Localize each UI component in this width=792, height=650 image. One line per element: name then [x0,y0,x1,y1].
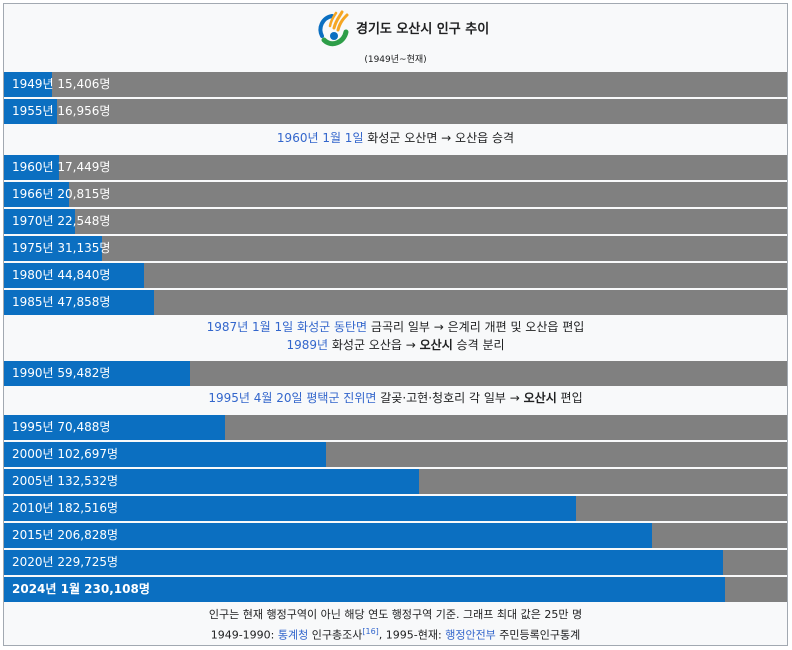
bar-row: 2020년 229,725명 [4,550,787,575]
bar-row: 1960년 17,449명 [4,155,787,180]
bar-row: 1995년 70,488명 [4,415,787,440]
note-1995-place-link[interactable]: 평택군 진위면 [306,391,377,405]
bar [4,99,57,124]
bar [4,155,59,180]
chart-title: 경기도 오산시 인구 추이 [356,22,490,37]
note-1960: 1960년 1월 1일 화성군 오산면 → 오산읍 승격 [4,129,787,147]
note-1960-date-link[interactable]: 1960년 1월 1일 [276,131,364,145]
population-chart-frame: 경기도 오산시 인구 추이 (1949년~현재) 1949년 15,406명 19… [3,3,788,646]
footer-text-d: 주민등록인구통계 [495,628,581,642]
bar [4,209,75,234]
bar-label: 1955년 16,956명 [12,104,111,118]
bar-row: 1970년 22,548명 [4,209,787,234]
note-1989: 1989년 화성군 오산읍 → 오산시 승격 분리 [4,336,787,354]
note-1989-year-link[interactable]: 1989년 [286,338,329,352]
footer-link-mois[interactable]: 행정안전부 [445,628,496,642]
note-1989-text-a: 화성군 오산읍 → [328,338,420,352]
bar [4,72,52,97]
chart-footer: 인구는 현재 행정구역이 아닌 해당 연도 행정구역 기준. 그래프 최대 값은… [4,606,787,644]
bar-label: 1975년 31,135명 [12,241,111,255]
bar [4,182,69,207]
footer-text-a: 1949-1990: [210,628,278,642]
bar-row: 2010년 182,516명 [4,496,787,521]
bar-label: 1985년 47,858명 [12,295,111,309]
bar-row: 2005년 132,532명 [4,469,787,494]
bar-row: 1985년 47,858명 [4,290,787,315]
bar-row: 1980년 44,840명 [4,263,787,288]
note-1989-bold: 오산시 [419,338,453,352]
bar-row: 1975년 31,135명 [4,236,787,261]
bar [4,550,723,575]
note-1987: 1987년 1월 1일 화성군 동탄면 금곡리 일부 → 은계리 개편 및 오산… [4,318,787,336]
footer-line-1: 인구는 현재 행정구역이 아닌 해당 연도 행정구역 기준. 그래프 최대 값은… [208,608,583,621]
bar-label: 2005년 132,532명 [12,474,119,488]
footer-link-kostat[interactable]: 통계청 [277,628,309,642]
bar-row: 1949년 15,406명 [4,72,787,97]
note-1987-date-link[interactable]: 1987년 1월 1일 [206,320,294,334]
bar [4,415,225,440]
footer-text-c: , 1995-현재: [378,628,446,642]
bar-label: 1966년 20,815명 [12,187,111,201]
footer-reference-link[interactable]: [16] [362,627,379,636]
note-1960-text: 화성군 오산면 → 오산읍 승격 [363,131,515,145]
footer-text-b: 인구총조사 [308,628,363,642]
bar-row: 2024년 1월 230,108명 [4,577,787,602]
bar [4,469,419,494]
bar-label: 1980년 44,840명 [12,268,111,282]
osan-city-logo-icon [318,10,349,47]
bar-row: 1955년 16,956명 [4,99,787,124]
note-1995: 1995년 4월 20일 평택군 진위면 갈곶·고현·청호리 각 일부 → 오산… [4,389,787,407]
bar [4,236,102,261]
bar-label: 1995년 70,488명 [12,420,111,434]
note-1995-date-link[interactable]: 1995년 4월 20일 [208,391,303,405]
bar [4,496,576,521]
chart-header: 경기도 오산시 인구 추이 (1949년~현재) [4,4,787,70]
bar-label: 1949년 15,406명 [12,77,111,91]
bar-label: 1960년 17,449명 [12,160,111,174]
bar [4,577,725,602]
note-1995-text-a: 갈곶·고현·청호리 각 일부 → [376,391,524,405]
bar-label: 2000년 102,697명 [12,447,119,461]
chart-subtitle: (1949년~현재) [364,55,427,65]
bar [4,361,190,386]
bar [4,442,326,467]
bar-row: 1966년 20,815명 [4,182,787,207]
bar-label: 2015년 206,828명 [12,528,119,542]
note-1987-text: 금곡리 일부 → 은계리 개편 및 오산읍 편입 [367,320,585,334]
bar [4,290,154,315]
bar-label: 2024년 1월 230,108명 [12,582,150,596]
note-1987-place-link[interactable]: 화성군 동탄면 [297,320,368,334]
bar [4,523,652,548]
bar-label: 1970년 22,548명 [12,214,111,228]
note-1995-bold: 오산시 [523,391,557,405]
footer-line-2: 1949-1990: 통계청 인구총조사[16], 1995-현재: 행정안전부… [4,623,787,644]
bar-row: 1990년 59,482명 [4,361,787,386]
note-1989-text-b: 승격 분리 [452,338,505,352]
bar-label: 1990년 59,482명 [12,366,111,380]
bar-row: 2015년 206,828명 [4,523,787,548]
bar [4,263,144,288]
bar-label: 2020년 229,725명 [12,555,119,569]
bar-label: 2010년 182,516명 [12,501,119,515]
bar-row: 2000년 102,697명 [4,442,787,467]
note-1995-text-b: 편입 [556,391,583,405]
